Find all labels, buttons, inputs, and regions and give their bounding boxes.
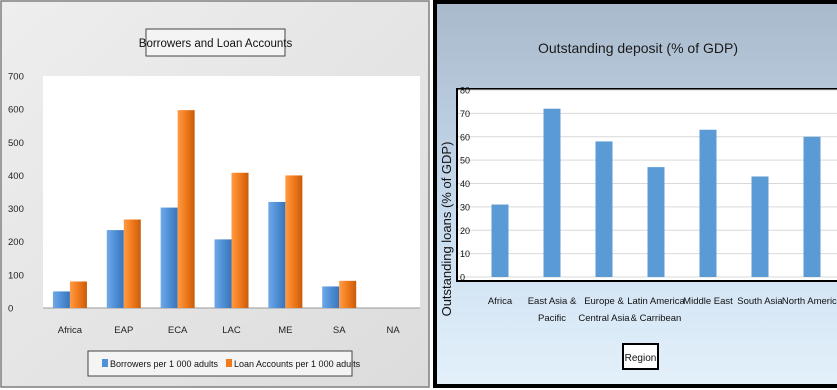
left-y-tick-label: 400: [8, 171, 24, 182]
left-bar-borrowers: [214, 239, 232, 308]
right-y-axis: 0 10 20 30 40 50 60 70 80: [460, 86, 470, 283]
left-x-tick-label: EAP: [114, 325, 133, 336]
right-x-tick-label: Europe & Central Asia: [578, 296, 630, 324]
left-chart-title: Borrowers and Loan Accounts: [139, 38, 293, 50]
right-y-axis-title: Outstanding loans (% of GDP): [439, 142, 454, 317]
right-y-tick-label: 70: [460, 109, 470, 119]
left-bar-loan-accounts: [69, 281, 87, 308]
right-y-tick-label: 80: [460, 86, 470, 96]
right-x-tick-label: South Asia: [737, 296, 783, 307]
deposit-chart-panel: 0 10 20 30 40 50 60 70 80 Africa East Asia & Pacif…: [433, 0, 837, 388]
right-bar: [647, 167, 665, 277]
left-title-box: [145, 28, 286, 57]
left-bar-loan-accounts: [339, 280, 357, 308]
left-bar-loan-accounts: [123, 219, 141, 308]
right-bar: [595, 141, 613, 277]
left-x-axis: Africa EAP ECA LAC ME SA NA: [58, 325, 401, 336]
right-bar: [543, 108, 561, 277]
right-x-title-box: [622, 343, 659, 370]
left-x-tick-label: ME: [278, 325, 292, 336]
right-y-tick-label: 0: [460, 273, 465, 283]
left-y-tick-label: 700: [8, 72, 24, 83]
right-bar: [491, 204, 509, 277]
legend-swatch-loan-accounts: [226, 359, 232, 367]
left-y-axis: 0 100 200 300 400 500 600 700: [8, 72, 420, 315]
right-y-tick-label: 10: [460, 249, 470, 259]
left-y-tick-label: 100: [8, 270, 24, 281]
left-y-tick-label: 300: [8, 204, 24, 215]
left-x-tick-label: LAC: [222, 325, 241, 336]
left-bar-borrowers: [52, 291, 70, 308]
right-y-tick-label: 60: [460, 132, 470, 142]
left-bar-borrowers: [106, 230, 124, 308]
left-bar-loan-accounts: [285, 175, 303, 308]
right-y-tick-label: 50: [460, 156, 470, 166]
left-bar-borrowers: [322, 286, 340, 308]
left-bars: [52, 110, 357, 308]
left-bar-borrowers: [268, 201, 286, 308]
right-bar: [699, 129, 717, 277]
right-x-axis-title: Region: [625, 353, 657, 364]
left-y-tick-label: 600: [8, 105, 24, 116]
left-y-tick-label: 200: [8, 237, 24, 248]
right-y-tick-label: 20: [460, 226, 470, 236]
right-x-tick-label: North America: [782, 296, 837, 307]
right-bar: [751, 176, 769, 277]
left-legend-box: [87, 350, 353, 377]
right-bars: [491, 108, 821, 277]
left-y-tick-label: 500: [8, 138, 24, 149]
left-x-tick-label: NA: [386, 325, 400, 336]
right-chart-title: Outstanding deposit (% of GDP): [538, 40, 738, 56]
right-x-tick-label: Latin America & Carribean: [627, 296, 685, 324]
right-y-tick-label: 30: [460, 202, 470, 212]
left-bar-borrowers: [160, 207, 178, 308]
legend-label-loan-accounts: Loan Accounts per 1 000 adults: [234, 359, 361, 369]
left-x-tick-label: SA: [333, 325, 346, 336]
left-bar-loan-accounts: [177, 110, 195, 308]
right-x-tick-label: Middle East: [683, 296, 733, 307]
borrowers-chart-panel: 0 100 200 300 400 500 600 700 Africa EAP ECA LAC ME…: [0, 0, 430, 388]
left-y-tick-label: 0: [8, 304, 13, 315]
legend-label-borrowers: Borrowers per 1 000 adults: [110, 359, 219, 369]
left-bar-loan-accounts: [231, 172, 249, 308]
legend-swatch-borrowers: [102, 359, 108, 367]
left-x-tick-label: Africa: [58, 325, 83, 336]
right-plot-area: [456, 88, 837, 282]
right-x-tick-label: East Asia & Pacific: [528, 296, 577, 324]
left-x-tick-label: ECA: [168, 325, 188, 336]
right-x-tick-label: Africa: [488, 296, 513, 307]
right-bar: [803, 136, 821, 277]
right-y-tick-label: 40: [460, 179, 470, 189]
